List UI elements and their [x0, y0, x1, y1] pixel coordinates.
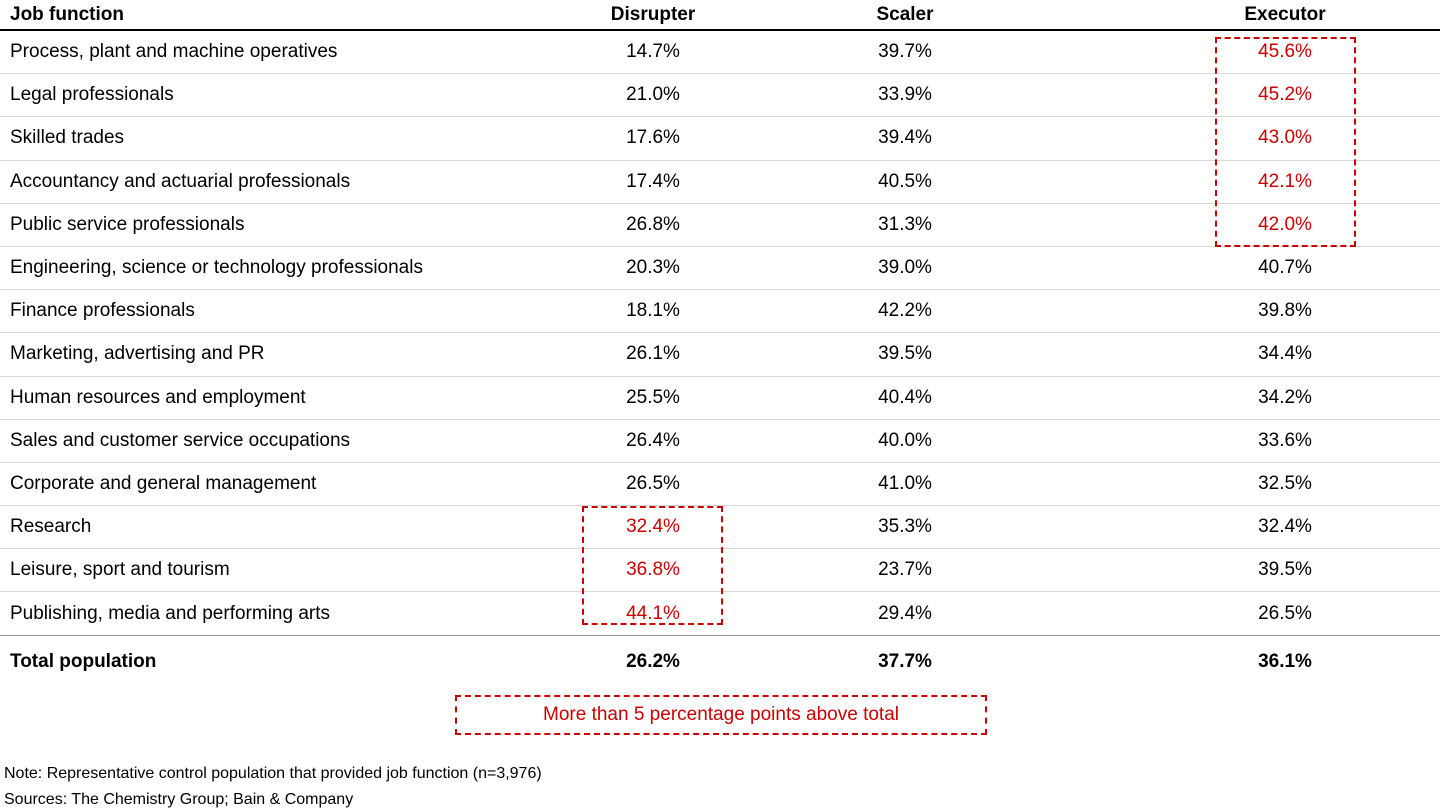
disrupter-cell: 36.8%: [528, 559, 778, 581]
column-header-scaler: Scaler: [778, 4, 1032, 26]
executor-cell: 43.0%: [1130, 127, 1440, 149]
column-header-disrupter: Disrupter: [528, 4, 778, 26]
job-function-cell: Human resources and employment: [0, 387, 528, 409]
executor-cell: 26.5%: [1130, 603, 1440, 625]
executor-cell: 45.2%: [1130, 84, 1440, 106]
executor-cell: 33.6%: [1130, 430, 1440, 452]
scaler-cell: 33.9%: [778, 84, 1032, 106]
executor-cell: 34.4%: [1130, 343, 1440, 365]
executor-cell: 40.7%: [1130, 257, 1440, 279]
executor-cell: 45.6%: [1130, 41, 1440, 63]
job-function-cell: Process, plant and machine operatives: [0, 41, 528, 63]
job-function-cell: Finance professionals: [0, 300, 528, 322]
job-function-cell: Engineering, science or technology profe…: [0, 257, 528, 279]
job-function-cell: Legal professionals: [0, 84, 528, 106]
disrupter-cell: 25.5%: [528, 387, 778, 409]
job-function-cell: Accountancy and actuarial professionals: [0, 171, 528, 193]
executor-cell: 42.1%: [1130, 171, 1440, 193]
scaler-cell: 39.7%: [778, 41, 1032, 63]
disrupter-cell: 26.5%: [528, 473, 778, 495]
note-line: Note: Representative control population …: [4, 761, 542, 787]
executor-cell: 39.5%: [1130, 559, 1440, 581]
scaler-cell: 40.5%: [778, 171, 1032, 193]
total-label-cell: Total population: [0, 651, 528, 673]
sources-line: Sources: The Chemistry Group; Bain & Com…: [4, 787, 542, 812]
disrupter-cell: 26.1%: [528, 343, 778, 365]
job-function-cell: Skilled trades: [0, 127, 528, 149]
executor-cell: 32.5%: [1130, 473, 1440, 495]
scaler-cell: 40.4%: [778, 387, 1032, 409]
total-scaler-cell: 37.7%: [778, 651, 1032, 673]
disrupter-cell: 26.4%: [528, 430, 778, 452]
disrupter-cell: 17.4%: [528, 171, 778, 193]
scaler-cell: 39.4%: [778, 127, 1032, 149]
scaler-cell: 41.0%: [778, 473, 1032, 495]
legend-box: More than 5 percentage points above tota…: [455, 695, 987, 735]
disrupter-cell: 32.4%: [528, 516, 778, 538]
total-executor-cell: 36.1%: [1130, 651, 1440, 673]
scaler-cell: 35.3%: [778, 516, 1032, 538]
table-row: Engineering, science or technology profe…: [0, 247, 1440, 290]
job-function-cell: Corporate and general management: [0, 473, 528, 495]
job-function-cell: Leisure, sport and tourism: [0, 559, 528, 581]
disrupter-cell: 26.8%: [528, 214, 778, 236]
disrupter-cell: 21.0%: [528, 84, 778, 106]
scaler-cell: 39.0%: [778, 257, 1032, 279]
disrupter-cell: 17.6%: [528, 127, 778, 149]
column-header-job-function: Job function: [0, 4, 528, 26]
executor-cell: 39.8%: [1130, 300, 1440, 322]
scaler-cell: 23.7%: [778, 559, 1032, 581]
scaler-cell: 31.3%: [778, 214, 1032, 236]
executor-cell: 34.2%: [1130, 387, 1440, 409]
table-header-row: Job function Disrupter Scaler Executor: [0, 0, 1440, 31]
scaler-cell: 29.4%: [778, 603, 1032, 625]
disrupter-cell: 20.3%: [528, 257, 778, 279]
disrupter-cell: 14.7%: [528, 41, 778, 63]
job-function-cell: Public service professionals: [0, 214, 528, 236]
job-function-cell: Marketing, advertising and PR: [0, 343, 528, 365]
column-header-executor: Executor: [1130, 4, 1440, 26]
job-function-cell: Sales and customer service occupations: [0, 430, 528, 452]
total-disrupter-cell: 26.2%: [528, 651, 778, 673]
total-row: Total population 26.2% 37.7% 36.1%: [0, 636, 1440, 688]
disrupter-cell: 44.1%: [528, 603, 778, 625]
disrupter-cell: 18.1%: [528, 300, 778, 322]
scaler-cell: 42.2%: [778, 300, 1032, 322]
scaler-cell: 39.5%: [778, 343, 1032, 365]
executor-cell: 42.0%: [1130, 214, 1440, 236]
legend-label: More than 5 percentage points above tota…: [543, 704, 899, 726]
scaler-cell: 40.0%: [778, 430, 1032, 452]
footnotes: Note: Representative control population …: [4, 761, 542, 812]
job-function-cell: Research: [0, 516, 528, 538]
executor-cell: 32.4%: [1130, 516, 1440, 538]
job-function-cell: Publishing, media and performing arts: [0, 603, 528, 625]
